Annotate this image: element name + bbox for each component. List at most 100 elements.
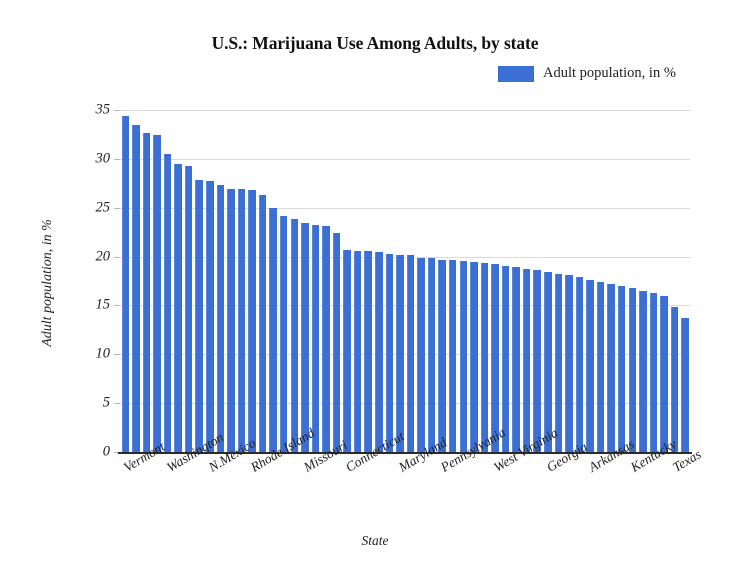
bar[interactable] (459, 261, 468, 452)
gridlines (114, 110, 690, 453)
bar[interactable] (617, 285, 626, 452)
bar[interactable] (343, 249, 351, 452)
bar-slot (183, 110, 194, 452)
bar[interactable] (512, 267, 520, 452)
bar[interactable] (575, 277, 584, 452)
bar[interactable] (586, 280, 594, 452)
bar[interactable] (385, 253, 394, 452)
bar[interactable] (501, 266, 510, 452)
bar[interactable] (269, 207, 277, 452)
bar-slot (606, 110, 617, 452)
bar[interactable] (470, 262, 478, 452)
bar[interactable] (417, 257, 425, 452)
bar-slot (648, 110, 659, 452)
bar[interactable] (195, 180, 203, 452)
bar[interactable] (533, 270, 541, 452)
bar[interactable] (628, 287, 637, 452)
bar[interactable] (522, 269, 531, 452)
bar-slot (490, 110, 501, 452)
bar[interactable] (163, 153, 172, 452)
y-axis-tick-mark (114, 110, 120, 111)
bar-slot (300, 110, 311, 452)
bar[interactable] (491, 264, 499, 452)
bar[interactable] (427, 257, 436, 452)
bar[interactable] (544, 272, 552, 452)
bar[interactable] (607, 283, 615, 452)
legend-label: Adult population, in % (543, 65, 676, 81)
bar[interactable] (311, 225, 320, 452)
bar[interactable] (406, 254, 415, 452)
bar[interactable] (375, 251, 383, 452)
bar-slot (479, 110, 490, 452)
bar[interactable] (142, 133, 151, 452)
bar[interactable] (132, 124, 140, 452)
bar-slot (395, 110, 406, 452)
bar[interactable] (554, 274, 563, 452)
bar[interactable] (438, 259, 446, 452)
bar[interactable] (670, 307, 679, 452)
bar-slot (521, 110, 532, 452)
y-axis-tick-label: 30 (95, 150, 111, 167)
bar-slot (374, 110, 385, 452)
bar[interactable] (639, 290, 647, 452)
bar[interactable] (681, 318, 689, 452)
bar-slot (532, 110, 543, 452)
bar-slot (342, 110, 353, 452)
bar[interactable] (353, 250, 362, 452)
bar[interactable] (480, 263, 489, 452)
x-axis-title: State (361, 533, 389, 548)
bar[interactable] (596, 281, 605, 452)
y-axis-tick-mark (114, 256, 120, 258)
bar[interactable] (248, 190, 256, 452)
bar[interactable] (279, 215, 288, 452)
bar[interactable] (216, 185, 225, 452)
bar[interactable] (660, 295, 668, 452)
bar[interactable] (322, 226, 330, 452)
y-axis-tick-label: 25 (95, 199, 111, 216)
gridline (120, 305, 690, 307)
bar[interactable] (227, 189, 235, 452)
bar[interactable] (121, 115, 130, 452)
bar[interactable] (396, 254, 404, 452)
bar[interactable] (332, 233, 341, 452)
bar-slot (205, 110, 216, 452)
bar[interactable] (153, 135, 161, 452)
bar-slot (595, 110, 606, 452)
bar-slot (310, 110, 321, 452)
bar-slot (553, 110, 564, 452)
bar-slot (278, 110, 289, 452)
bar[interactable] (237, 189, 246, 452)
y-axis-tick-mark (114, 354, 120, 356)
bar-slot (384, 110, 395, 452)
bar-slot (627, 110, 638, 452)
bar-slot (141, 110, 152, 452)
gridline (120, 354, 690, 356)
gridline (120, 403, 690, 405)
bar[interactable] (448, 260, 457, 452)
bar[interactable] (364, 250, 372, 452)
bar[interactable] (258, 195, 267, 452)
bar[interactable] (565, 275, 573, 452)
bar-slot (469, 110, 480, 452)
gridline (120, 256, 690, 258)
y-axis-tick-mark (114, 305, 120, 307)
bar-slot (152, 110, 163, 452)
bar-slot (669, 110, 680, 452)
bar-slot (194, 110, 205, 452)
y-axis-tick-label: 35 (95, 101, 111, 118)
bar-slot (226, 110, 237, 452)
bar[interactable] (301, 223, 309, 452)
bar[interactable] (184, 165, 193, 452)
bar[interactable] (649, 292, 658, 452)
chart-title: U.S.: Marijuana Use Among Adults, by sta… (211, 33, 539, 53)
bar[interactable] (290, 219, 299, 452)
bar[interactable] (174, 163, 182, 452)
y-axis-tick-label: 20 (95, 248, 111, 265)
bar[interactable] (206, 181, 214, 452)
bar-slot (416, 110, 427, 452)
bar-slot (215, 110, 226, 452)
chart-legend: Adult population, in % (498, 65, 676, 82)
y-axis-tick-label: 10 (95, 345, 111, 362)
bar-slot (236, 110, 247, 452)
